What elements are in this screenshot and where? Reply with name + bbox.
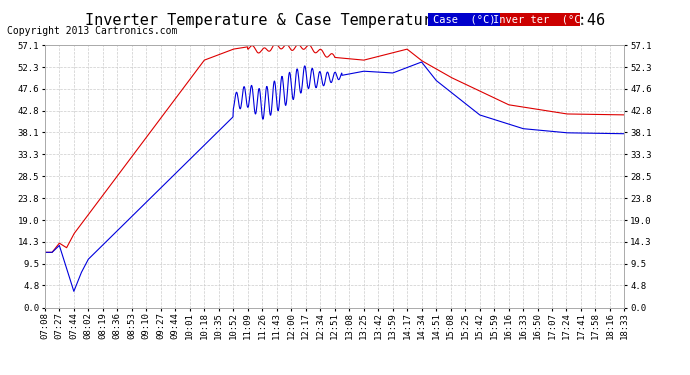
Text: Case  (°C): Case (°C) bbox=[433, 15, 495, 25]
Text: Inverter Temperature & Case Temperature  Fri Mar 15 18:46: Inverter Temperature & Case Temperature … bbox=[85, 13, 605, 28]
Text: Inver ter  (°C): Inver ter (°C) bbox=[493, 15, 586, 25]
Text: Copyright 2013 Cartronics.com: Copyright 2013 Cartronics.com bbox=[7, 26, 177, 36]
